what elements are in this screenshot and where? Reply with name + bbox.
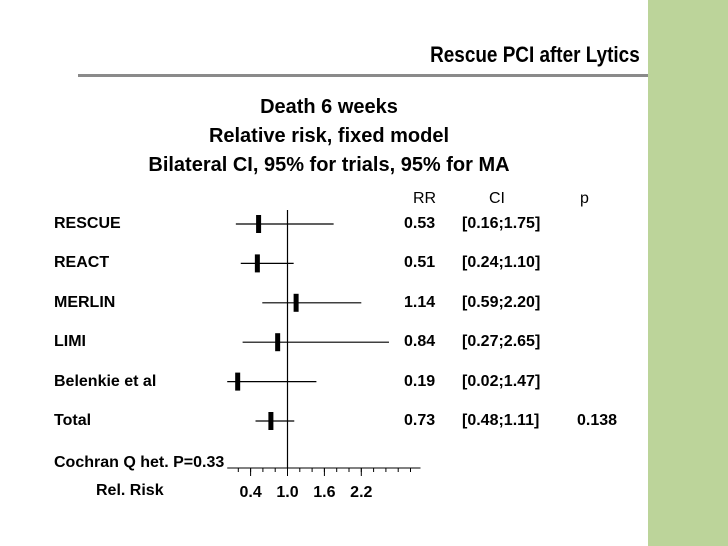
point-estimate	[256, 215, 262, 233]
slide-title: Rescue PCI after Lytics	[430, 42, 640, 67]
x-axis-ticks: 0.4 1.0 1.6 2.2	[227, 467, 421, 501]
heterogeneity-label: Cochran Q het. P=0.33	[54, 454, 225, 471]
row-label: REACT	[54, 254, 110, 272]
x-tick-label: 2.2	[350, 484, 372, 501]
row-ci-value: [0.48;1.11]	[462, 412, 540, 429]
x-tick-label: 0.4	[239, 484, 261, 501]
row-ci-value: [0.59;2.20]	[462, 293, 541, 311]
row-label: LIMI	[54, 333, 86, 351]
x-axis-label: Rel. Risk	[96, 482, 164, 499]
column-header-p: p	[580, 190, 589, 207]
row-ci-value: [0.27;2.65]	[462, 333, 541, 351]
chart-title-line-1: Death 6 weeks	[260, 96, 398, 118]
row-rr-value: 0.19	[404, 372, 436, 390]
row-p-value: 0.138	[577, 412, 618, 429]
title-rule	[78, 74, 648, 77]
point-estimate	[275, 333, 281, 352]
row-label: RESCUE	[54, 215, 121, 232]
point-estimate	[268, 412, 274, 430]
row-rr-value: 0.73	[404, 412, 436, 429]
x-tick-label: 1.0	[276, 484, 298, 501]
column-header-rr: RR	[413, 190, 437, 207]
row-label: Total	[54, 412, 92, 429]
point-estimate	[254, 254, 260, 273]
row-ci-value: [0.16;1.75]	[462, 215, 541, 232]
row-rr-value: 0.53	[404, 215, 436, 232]
x-tick-label: 1.6	[313, 484, 335, 501]
row-rr-value: 0.51	[404, 254, 436, 272]
chart-title-line-3: Bilateral CI, 95% for trials, 95% for MA	[148, 154, 510, 176]
point-estimate	[235, 372, 241, 391]
row-label: MERLIN	[54, 293, 116, 311]
column-header-ci: CI	[489, 190, 505, 207]
row-ci-value: [0.24;1.10]	[462, 254, 541, 272]
chart-title-line-2: Relative risk, fixed model	[208, 125, 450, 147]
row-ci-value: [0.02;1.47]	[462, 372, 541, 390]
row-label: Belenkie et al	[54, 372, 157, 390]
row-rr-value: 1.14	[404, 293, 436, 311]
side-accent-band	[648, 0, 728, 546]
forest-marks	[227, 210, 389, 468]
point-estimate	[293, 293, 299, 312]
row-rr-value: 0.84	[404, 333, 436, 351]
